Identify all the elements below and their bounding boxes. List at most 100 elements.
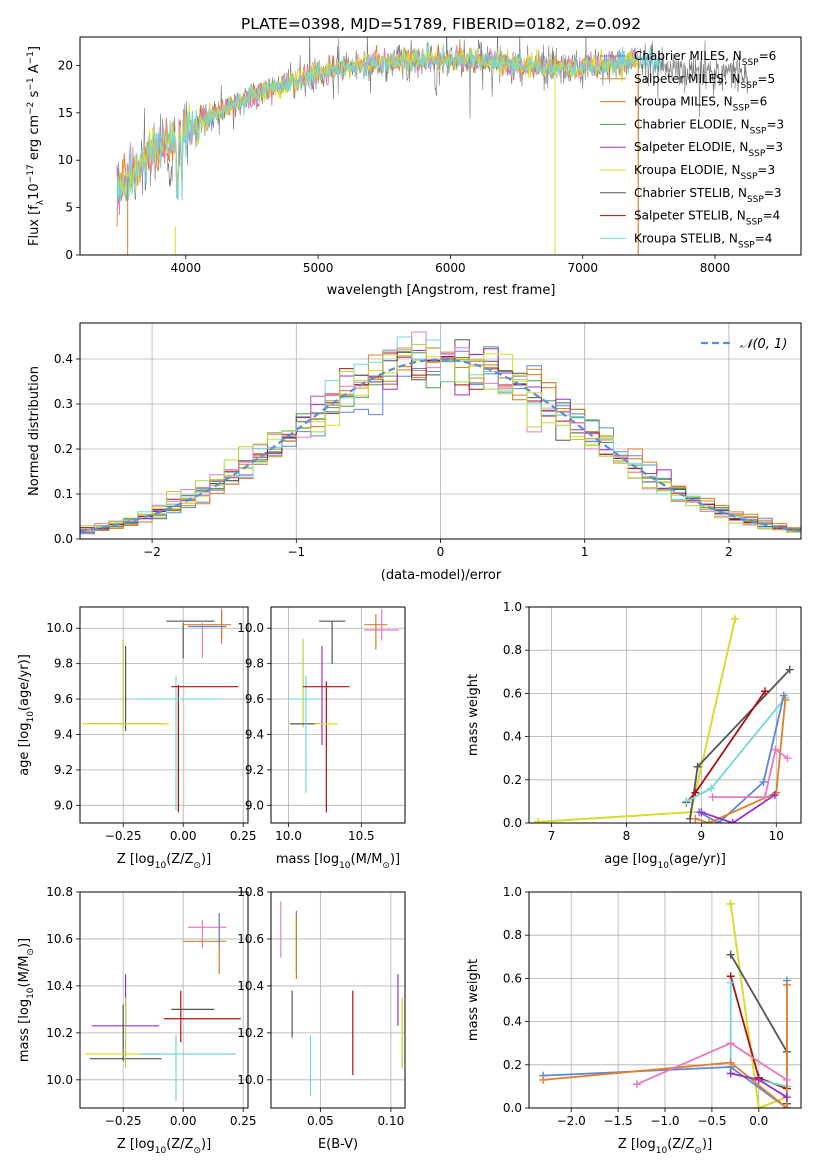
y-tick-label: 0.8 bbox=[503, 643, 522, 657]
text-part: =3 bbox=[764, 186, 782, 200]
x-axis-label: Z [log10(Z/Z⊙)] bbox=[117, 852, 211, 871]
x-tick-label: 8 bbox=[623, 829, 631, 843]
text-part: ] bbox=[27, 46, 42, 51]
x-tick-label: 8000 bbox=[700, 261, 731, 275]
text-part: Kroupa ELODIE, N bbox=[634, 163, 741, 177]
y-tick-label: 1.0 bbox=[503, 600, 522, 614]
legend-entry: Salpeter ELODIE, NSSP=3 bbox=[634, 140, 783, 159]
plot-area bbox=[287, 608, 400, 813]
x-tick-label: −0.25 bbox=[105, 829, 142, 843]
weight-marker bbox=[539, 1075, 548, 1084]
y-tick-label: 9.2 bbox=[54, 763, 73, 777]
weight-vs-z-panel: −2.0 −1.5 −1.0 −0.5 0.0 0.0 0.2 0.4 0.6 0.8 1.0 bbox=[503, 885, 802, 1128]
x-axis-label: wavelength [Angstrom, rest frame] bbox=[327, 283, 556, 298]
y-tick-label: 10.6 bbox=[237, 932, 264, 946]
weight-marker bbox=[708, 793, 717, 802]
y-axis-label: age [log10(age/yr)] bbox=[17, 654, 36, 776]
x-tick-label: 7000 bbox=[567, 261, 598, 275]
y-tick-label: 0.2 bbox=[503, 773, 522, 787]
text-part: ⊙ bbox=[26, 948, 36, 956]
text-part: (Z/Z bbox=[166, 1137, 193, 1152]
weight-marker bbox=[782, 1093, 791, 1102]
spectrum-model-line bbox=[116, 46, 639, 197]
legend-entry: Salpeter MILES, NSSP=5 bbox=[634, 72, 775, 91]
x-tick-label: 10 bbox=[769, 829, 784, 843]
weight-marker bbox=[782, 1075, 791, 1084]
legend-entry: Kroupa STELIB, NSSP=4 bbox=[634, 231, 772, 250]
text-part: λ bbox=[36, 199, 46, 205]
y-tick-label: 9.0 bbox=[245, 798, 264, 812]
y-tick-label: 10.6 bbox=[46, 932, 73, 946]
y-tick-label: 0.2 bbox=[503, 1058, 522, 1072]
legend-entry: Kroupa MILES, NSSP=6 bbox=[634, 95, 767, 114]
plot-area bbox=[80, 331, 801, 539]
weight-marker bbox=[770, 790, 779, 799]
y-tick-label: 9.4 bbox=[54, 727, 73, 741]
x-tick-label: −1.0 bbox=[650, 1114, 679, 1128]
weight-marker bbox=[691, 788, 700, 797]
y-tick-label: 20 bbox=[58, 58, 73, 72]
age-vs-mass-panel: 10.0 10.5 9.0 9.2 9.4 9.6 9.8 10.0 bbox=[237, 606, 406, 843]
x-tick-label: −1 bbox=[287, 545, 305, 559]
y-tick-label: 0.0 bbox=[54, 532, 73, 546]
y-tick-label: 10.8 bbox=[237, 885, 264, 899]
x-tick-label: −2 bbox=[143, 545, 161, 559]
text-part: Chabrier MILES, N bbox=[634, 49, 742, 63]
y-tick-label: 10.8 bbox=[46, 885, 73, 899]
y-tick-label: 0.4 bbox=[503, 1015, 522, 1029]
text-part: mass [log bbox=[276, 852, 339, 867]
weight-line bbox=[695, 699, 787, 823]
weight-vs-age-panel: 7 8 9 10 0.0 0.2 0.4 0.6 0.8 1.0 bbox=[503, 600, 802, 843]
text-part: A bbox=[27, 64, 42, 77]
text-part: )] bbox=[17, 938, 32, 948]
text-part: ⊙ bbox=[382, 861, 390, 871]
y-tick-label: 9.8 bbox=[54, 657, 73, 671]
x-axis-label: (data-model)/error bbox=[381, 568, 502, 583]
x-tick-label: 4000 bbox=[171, 261, 202, 275]
histogram-step bbox=[80, 344, 801, 539]
text-part: Kroupa STELIB, N bbox=[634, 231, 738, 245]
weight-marker bbox=[726, 1039, 735, 1048]
x-axis-label: Z [log10(Z/Z⊙)] bbox=[117, 1137, 211, 1156]
x-axis-label: E(B-V) bbox=[318, 1137, 358, 1152]
text-part: 10 bbox=[656, 1146, 668, 1156]
text-part: 10 bbox=[155, 1146, 167, 1156]
y-tick-label: 9.2 bbox=[245, 763, 264, 777]
weight-marker bbox=[785, 665, 794, 674]
axes-frame bbox=[528, 606, 802, 824]
x-tick-label: 0.0 bbox=[749, 1114, 768, 1128]
x-tick-label: −2.0 bbox=[557, 1114, 586, 1128]
weight-line bbox=[701, 794, 776, 823]
weight-marker bbox=[704, 819, 713, 823]
text-part: 10 bbox=[27, 183, 42, 200]
weight-marker bbox=[691, 814, 700, 823]
weight-line bbox=[698, 695, 785, 823]
text-part: (age/yr)] bbox=[669, 852, 726, 867]
spectrum-panel: 4000 5000 6000 7000 8000 0 5 10 15 20 Chabrier MIL… bbox=[58, 36, 802, 275]
text-part: =3 bbox=[765, 140, 783, 154]
weight-marker bbox=[781, 695, 790, 704]
weight-line bbox=[685, 690, 766, 804]
text-part: SSP bbox=[747, 195, 764, 205]
weight-marker bbox=[682, 797, 691, 806]
text-part: =5 bbox=[757, 72, 775, 86]
text-part: =3 bbox=[766, 117, 784, 131]
text-part: −2 bbox=[26, 102, 36, 115]
text-part: s bbox=[27, 90, 42, 101]
mass-vs-z-panel: −0.25 0.00 0.25 10.0 10.2 10.4 10.6 10.8 bbox=[46, 885, 256, 1128]
text-part: SSP bbox=[741, 172, 758, 182]
text-part: Salpeter MILES, N bbox=[634, 72, 741, 86]
weight-marker bbox=[693, 762, 702, 771]
y-tick-label: 9.6 bbox=[54, 692, 73, 706]
mass-vs-ebv-panel: 0.05 0.10 10.0 10.2 10.4 10.6 10.8 bbox=[237, 885, 406, 1128]
y-tick-label: 10.0 bbox=[237, 1073, 264, 1087]
y-tick-label: 10 bbox=[58, 153, 73, 167]
axes-frame bbox=[270, 891, 406, 1109]
text-part: ⊙ bbox=[694, 1146, 702, 1156]
axes-frame bbox=[79, 36, 802, 256]
weight-marker bbox=[782, 980, 791, 989]
weight-marker bbox=[728, 819, 737, 823]
text-part: age [log bbox=[604, 852, 657, 867]
y-tick-label: 10.0 bbox=[237, 621, 264, 635]
